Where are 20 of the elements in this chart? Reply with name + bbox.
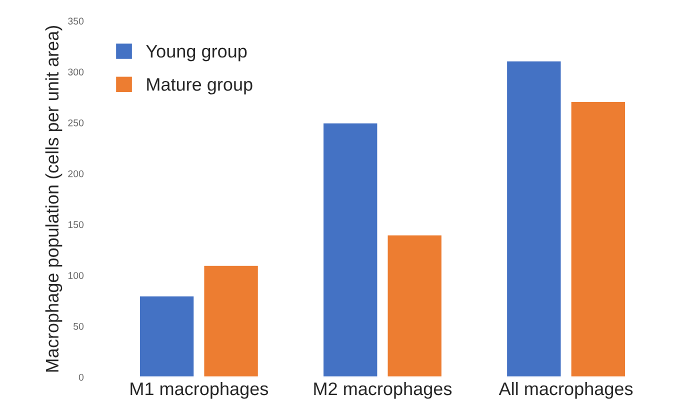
bar [322,122,379,378]
y-tick-label: 150 [68,221,84,228]
bar [202,264,260,378]
y-tick-label: 100 [68,272,84,279]
bar [386,234,443,378]
bar [138,295,196,378]
y-tick-label: 200 [68,170,84,178]
y-tick-label: 0 [78,374,84,381]
y-tick-label: 250 [68,119,84,126]
y-axis-title: Macrophage population (cells per unit area) [45,26,62,372]
y-tick-label: 50 [74,322,84,330]
y-tick-label: 350 [68,18,84,25]
x-tick-label: All macrophages [498,382,633,399]
x-tick-label: M1 macrophages [130,382,268,399]
legend-label: Mature group [147,78,252,94]
x-tick-label: M2 macrophages [314,382,452,399]
y-tick-label: 300 [68,68,84,76]
bar [570,100,626,378]
legend-label: Young group [146,45,247,62]
bar [506,60,562,378]
